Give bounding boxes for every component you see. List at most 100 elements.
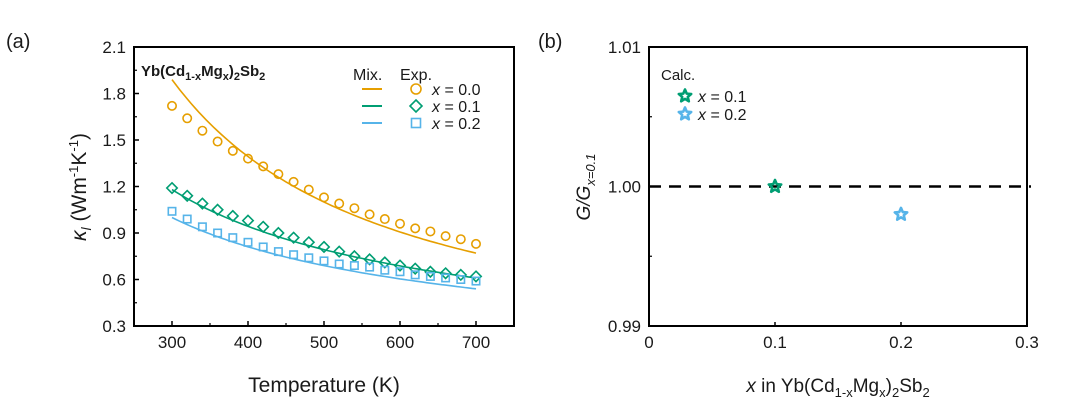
calc-point-star bbox=[893, 206, 909, 221]
exp-point-diamond bbox=[363, 253, 376, 266]
mix-line-1 bbox=[171, 188, 477, 279]
panel-b-label: (b) bbox=[538, 31, 562, 53]
exp-point-circle bbox=[334, 198, 345, 209]
panel-b-x-axis-label: x in Yb(Cd1-xMgx)2Sb2 bbox=[745, 376, 929, 400]
y-tick-label: 1.00 bbox=[608, 178, 641, 197]
panel-a-legend: Mix. Exp. x = 0.0x = 0.1x = 0.2 bbox=[353, 67, 481, 133]
exp-point-diamond bbox=[302, 235, 316, 249]
exp-point-square bbox=[471, 276, 481, 286]
exp-point-circle bbox=[258, 161, 269, 172]
exp-point-square bbox=[441, 273, 451, 283]
legend-entry-label: x = 0.1 bbox=[697, 89, 747, 106]
exp-point-diamond bbox=[332, 245, 346, 258]
exp-point-square bbox=[380, 265, 390, 275]
exp-point-square bbox=[425, 271, 435, 281]
exp-point-square bbox=[228, 233, 238, 243]
legend-marker-square bbox=[410, 117, 422, 129]
panel-b-y-axis-label: G/Gx=0.1 bbox=[574, 153, 598, 220]
panel-a: (a) 0.3 0.6 0.9 1.2 1.5 1.8 2.1 300 400 500 600 70… bbox=[6, 31, 515, 397]
exp-point-square bbox=[304, 253, 314, 263]
panel-b-legend: Calc. x = 0.1x = 0.2 bbox=[661, 67, 747, 124]
exp-point-circle bbox=[197, 125, 208, 136]
y-tick-label: 0.6 bbox=[102, 271, 126, 290]
exp-point-diamond bbox=[241, 214, 255, 227]
panel-b-marks bbox=[649, 178, 1031, 221]
exp-point-square bbox=[365, 262, 375, 272]
panel-a-x-axis-label: Temperature (K) bbox=[248, 374, 400, 397]
exp-point-square bbox=[182, 214, 192, 224]
exp-point-diamond bbox=[211, 203, 224, 217]
exp-point-diamond bbox=[180, 189, 194, 203]
exp-point-circle bbox=[455, 234, 466, 245]
legend-marker-circle bbox=[410, 83, 422, 95]
x-tick-label: 700 bbox=[462, 333, 490, 352]
panel-a-compound-annotation: Yb(Cd1-xMgx)2Sb2 bbox=[141, 63, 265, 83]
exp-point-circle bbox=[470, 238, 481, 249]
exp-point-square bbox=[258, 242, 268, 252]
exp-point-diamond bbox=[408, 262, 422, 275]
exp-point-diamond bbox=[469, 270, 483, 283]
legend-entry-label: x = 0.2 bbox=[697, 107, 747, 124]
x-tick-label: 0.2 bbox=[889, 333, 913, 352]
legend-marker-diamond bbox=[408, 98, 424, 114]
y-tick-label: 0.99 bbox=[608, 317, 641, 336]
panel-a-x-ticks: 300 400 500 600 700 bbox=[158, 321, 490, 352]
exp-point-circle bbox=[318, 192, 329, 203]
exp-point-diamond bbox=[272, 226, 285, 240]
exp-point-square bbox=[167, 206, 177, 216]
exp-point-square bbox=[349, 261, 359, 271]
exp-point-diamond bbox=[196, 197, 209, 210]
exp-point-circle bbox=[349, 203, 360, 214]
panel-a-label: (a) bbox=[6, 31, 30, 53]
y-tick-label: 1.8 bbox=[102, 85, 126, 104]
exp-point-diamond bbox=[256, 220, 270, 234]
y-tick-label: 2.1 bbox=[102, 38, 126, 57]
legend-marker-star bbox=[677, 106, 693, 121]
x-tick-label: 0.1 bbox=[763, 333, 787, 352]
exp-point-circle bbox=[212, 136, 223, 147]
x-tick-label: 500 bbox=[310, 333, 338, 352]
y-tick-label: 1.5 bbox=[102, 131, 126, 150]
exp-point-diamond bbox=[454, 268, 468, 282]
x-tick-label: 600 bbox=[386, 333, 414, 352]
exp-point-diamond bbox=[424, 265, 437, 279]
exp-point-circle bbox=[273, 169, 284, 180]
panel-b: (b) 0.99 1.00 1.01 0 0.1 0.2 0.3 Calc. x = 0.… bbox=[538, 31, 1039, 400]
exp-point-diamond bbox=[393, 259, 407, 272]
legend-entry-label: x = 0.1 bbox=[431, 99, 481, 116]
panel-a-marks bbox=[165, 79, 483, 290]
x-tick-label: 0 bbox=[644, 333, 653, 352]
exp-point-circle bbox=[288, 176, 299, 187]
exp-point-circle bbox=[167, 100, 178, 111]
exp-point-diamond bbox=[378, 256, 392, 269]
y-tick-label: 0.9 bbox=[102, 224, 126, 243]
exp-point-square bbox=[197, 222, 207, 232]
y-tick-label: 1.2 bbox=[102, 178, 126, 197]
exp-point-square bbox=[410, 270, 420, 280]
mix-line-2 bbox=[171, 216, 477, 290]
exp-point-diamond bbox=[439, 266, 452, 280]
panel-b-x-ticks: 0 0.1 0.2 0.3 bbox=[644, 322, 1039, 352]
exp-point-circle bbox=[440, 231, 451, 242]
exp-point-square bbox=[456, 274, 466, 284]
exp-point-square bbox=[334, 259, 344, 269]
exp-point-square bbox=[273, 247, 283, 257]
calc-point-star bbox=[767, 178, 783, 194]
exp-point-circle bbox=[410, 223, 421, 234]
exp-point-circle bbox=[364, 209, 375, 220]
x-tick-label: 300 bbox=[158, 333, 186, 352]
exp-point-square bbox=[213, 228, 223, 238]
x-tick-label: 400 bbox=[234, 333, 262, 352]
legend-header-exp: Exp. bbox=[400, 67, 432, 84]
exp-point-circle bbox=[303, 184, 314, 195]
exp-point-circle bbox=[243, 153, 254, 164]
y-tick-label: 0.3 bbox=[102, 317, 126, 336]
y-tick-label: 1.01 bbox=[608, 38, 641, 57]
exp-point-circle bbox=[182, 113, 193, 124]
exp-point-diamond bbox=[165, 181, 179, 195]
panel-a-y-ticks: 0.3 0.6 0.9 1.2 1.5 1.8 2.1 bbox=[102, 38, 139, 336]
legend-marker-star bbox=[677, 88, 693, 103]
panel-a-y-axis-label: κl (Wm-1K-1) bbox=[66, 133, 94, 241]
exp-point-square bbox=[243, 237, 253, 247]
